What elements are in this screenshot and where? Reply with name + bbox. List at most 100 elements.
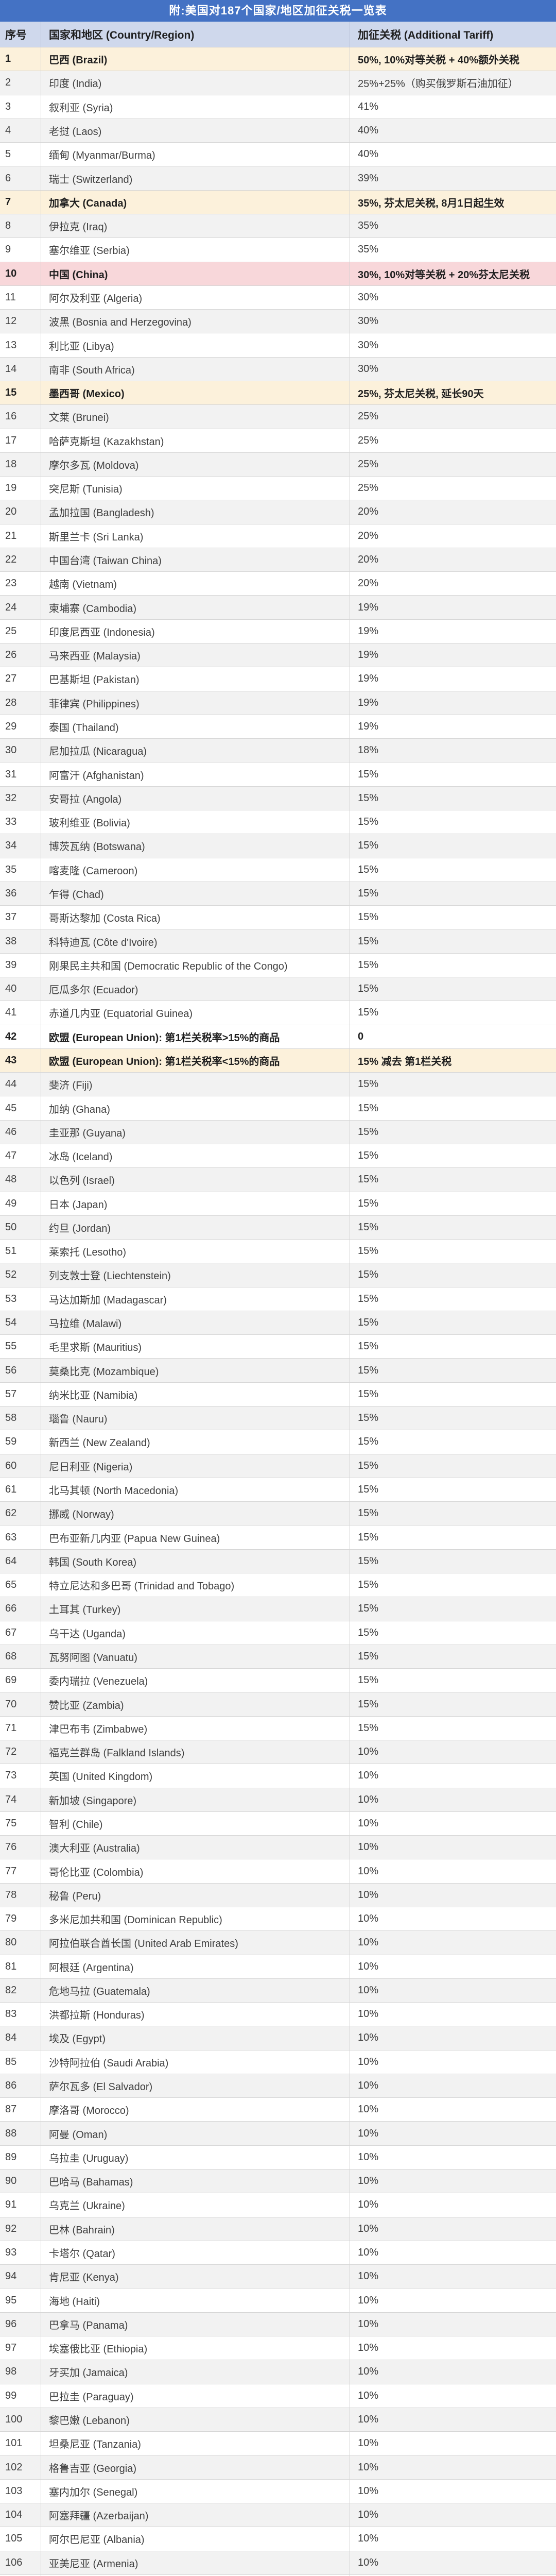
- table-row: 14 南非 (South Africa) 30%: [0, 357, 556, 381]
- row-number: 19: [0, 477, 41, 500]
- row-tariff: 15%: [358, 1293, 379, 1304]
- row-tariff: 30%: [358, 291, 379, 303]
- row-number: 45: [0, 1096, 41, 1120]
- row-tariff: 20%: [358, 554, 379, 566]
- row-number: 83: [0, 2003, 41, 2026]
- table-row: 33 玻利维亚 (Bolivia) 15%: [0, 810, 556, 835]
- row-number: 20: [0, 500, 41, 524]
- row-number: 26: [0, 643, 41, 667]
- row-number: 104: [0, 2503, 41, 2527]
- row-tariff: 15%: [358, 1245, 379, 1257]
- row-tariff: 10%: [358, 1865, 379, 1877]
- row-number: 4: [0, 118, 41, 143]
- row-country: 缅甸 (Myanmar/Burma): [41, 143, 350, 166]
- row-tariff: 20%: [358, 506, 379, 518]
- row-tariff: 15%: [358, 1102, 379, 1114]
- row-country: 北马其顿 (North Macedonia): [41, 1478, 350, 1502]
- row-country: 玻利维亚 (Bolivia): [41, 810, 350, 834]
- row-tariff: 10%: [358, 2175, 379, 2187]
- row-number: 17: [0, 429, 41, 452]
- row-tariff: 15%: [358, 1174, 379, 1185]
- table-row: 76 澳大利亚 (Australia) 10%: [0, 1836, 556, 1860]
- row-number: 55: [0, 1335, 41, 1359]
- row-country: 哥斯达黎加 (Costa Rica): [41, 906, 350, 929]
- row-country: 巴布亚新几内亚 (Papua New Guinea): [41, 1526, 350, 1549]
- row-country: 斐济 (Fiji): [41, 1073, 350, 1096]
- row-number: 18: [0, 452, 41, 477]
- table-row: 23 越南 (Vietnam) 20%: [0, 572, 556, 596]
- row-country: 利比亚 (Libya): [41, 333, 350, 357]
- table-row: 91 乌克兰 (Ukraine) 10%: [0, 2193, 556, 2217]
- row-country: 喀麦隆 (Cameroon): [41, 858, 350, 882]
- row-country: 瑞士 (Switzerland): [41, 166, 350, 190]
- row-number: 28: [0, 691, 41, 715]
- row-tariff: 10%: [358, 2080, 379, 2092]
- table-row: 92 巴林 (Bahrain) 10%: [0, 2217, 556, 2241]
- row-tariff: 15%: [358, 1317, 379, 1329]
- table-row: 10 中国 (China) 30%, 10%对等关税 + 20%芬太尼关税: [0, 262, 556, 286]
- row-country: 马来西亚 (Malaysia): [41, 643, 350, 667]
- table-row: 104 阿塞拜疆 (Azerbaijan) 10%: [0, 2503, 556, 2528]
- row-country: 阿曼 (Oman): [41, 2122, 350, 2145]
- table-row: 90 巴哈马 (Bahamas) 10%: [0, 2170, 556, 2194]
- row-tariff: 10%: [358, 2437, 379, 2449]
- row-country: 印度尼西亚 (Indonesia): [41, 619, 350, 643]
- table-row: 86 萨尔瓦多 (El Salvador) 10%: [0, 2074, 556, 2098]
- table-row: 95 海地 (Haiti) 10%: [0, 2289, 556, 2313]
- row-number: 102: [0, 2455, 41, 2479]
- table-row: 72 福克兰群岛 (Falkland Islands) 10%: [0, 1740, 556, 1765]
- row-number: 10: [0, 262, 41, 285]
- row-number: 87: [0, 2098, 41, 2122]
- row-tariff: 15%: [358, 1722, 379, 1734]
- row-tariff: 15%: [358, 1388, 379, 1400]
- row-number: 81: [0, 1955, 41, 1978]
- table-row: 31 阿富汗 (Afghanistan) 15%: [0, 762, 556, 787]
- row-country: 埃及 (Egypt): [41, 2026, 350, 2050]
- row-tariff: 10%: [358, 2413, 379, 2425]
- table-row: 44 斐济 (Fiji) 15%: [0, 1073, 556, 1097]
- table-row: 11 阿尔及利亚 (Algeria) 30%: [0, 285, 556, 310]
- row-country: 毛里求斯 (Mauritius): [41, 1335, 350, 1359]
- row-country: 赤道几内亚 (Equatorial Guinea): [41, 1001, 350, 1025]
- row-country: 菲律宾 (Philippines): [41, 691, 350, 715]
- row-number: 40: [0, 977, 41, 1001]
- row-number: 29: [0, 715, 41, 739]
- row-country: 中国台湾 (Taiwan China): [41, 548, 350, 572]
- row-country: 哈萨克斯坦 (Kazakhstan): [41, 429, 350, 452]
- row-country: 中国 (China): [41, 262, 350, 285]
- table-row: 96 巴拿马 (Panama) 10%: [0, 2312, 556, 2336]
- row-tariff: 15%: [358, 768, 379, 780]
- row-tariff: 15%: [358, 1460, 379, 1471]
- row-tariff: 41%: [358, 100, 379, 112]
- table-row: 38 科特迪瓦 (Côte d'Ivoire) 15%: [0, 929, 556, 954]
- row-number: 21: [0, 524, 41, 548]
- row-tariff: 35%: [358, 220, 379, 232]
- row-number: 7: [0, 190, 41, 214]
- row-tariff: 15%: [358, 1555, 379, 1567]
- row-tariff: 15%: [358, 1674, 379, 1686]
- row-tariff: 15%: [358, 1531, 379, 1543]
- row-number: 31: [0, 762, 41, 786]
- table-row: 77 哥伦比亚 (Colombia) 10%: [0, 1859, 556, 1884]
- row-tariff: 15%: [358, 1507, 379, 1519]
- table-row: 34 博茨瓦纳 (Botswana) 15%: [0, 834, 556, 858]
- table-row: 79 多米尼加共和国 (Dominican Republic) 10%: [0, 1907, 556, 1931]
- table-row: 80 阿拉伯联合酋长国 (United Arab Emirates) 10%: [0, 1931, 556, 1955]
- row-country: 南非 (South Africa): [41, 357, 350, 381]
- table-row: 4 老挝 (Laos) 40%: [0, 118, 556, 143]
- row-tariff: 30%: [358, 363, 379, 375]
- row-country: 泰国 (Thailand): [41, 715, 350, 739]
- row-country: 阿富汗 (Afghanistan): [41, 762, 350, 786]
- table-row: 105 阿尔巴尼亚 (Albania) 10%: [0, 2527, 556, 2551]
- row-country: 秘鲁 (Peru): [41, 1883, 350, 1907]
- row-tariff: 10%: [358, 2509, 379, 2521]
- row-tariff: 19%: [358, 649, 379, 661]
- row-number: 101: [0, 2432, 41, 2455]
- table-row: 26 马来西亚 (Malaysia) 19%: [0, 643, 556, 668]
- table-row: 87 摩洛哥 (Morocco) 10%: [0, 2098, 556, 2122]
- row-number: 58: [0, 1406, 41, 1430]
- row-number: 89: [0, 2145, 41, 2170]
- row-number: 37: [0, 906, 41, 929]
- row-tariff: 15%: [358, 1221, 379, 1233]
